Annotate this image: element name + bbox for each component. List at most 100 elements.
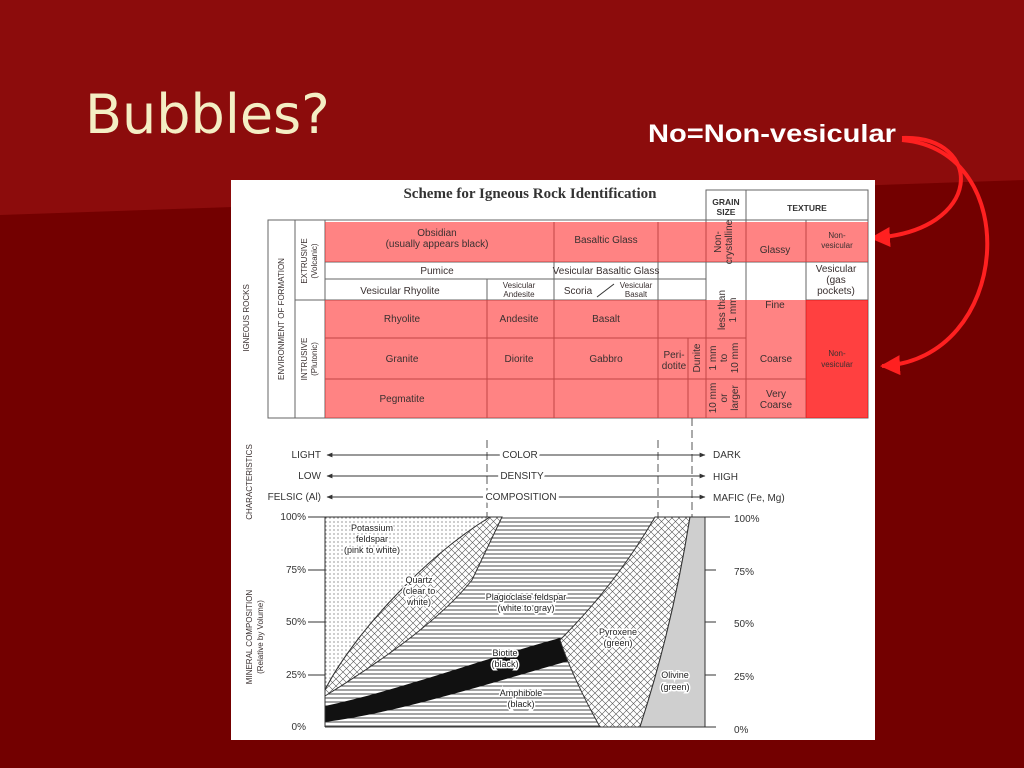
mineral-area (325, 638, 572, 722)
side-label: (Plutonic) (310, 342, 319, 376)
mineral-label: (black) (491, 659, 518, 669)
rock-name: Pegmatite (379, 394, 424, 405)
header: GRAIN (712, 197, 739, 207)
rock-name: Andesite (503, 290, 535, 299)
characteristics: MAFIC (Fe, Mg) (713, 493, 785, 504)
grain-size: 1 mm (728, 298, 739, 323)
texture: Very (766, 389, 786, 400)
mineral-label: (white to gray) (497, 603, 554, 613)
texture: (gas (826, 275, 845, 286)
rock-name: Vesicular Rhyolite (360, 286, 440, 297)
rock-name: Basaltic Glass (574, 235, 637, 246)
characteristics: HIGH (713, 472, 738, 483)
characteristics: CHARACTERISTICS LIGHT COLOR DARK LOW DEN… (245, 418, 785, 520)
rock-name: Gabbro (589, 354, 623, 365)
rock-name: Basalt (592, 314, 620, 325)
side-label: INTRUSIVE (300, 338, 309, 381)
mineral-label: (green) (603, 638, 632, 648)
grain-size: Non- (713, 231, 724, 253)
rock-name: Diorite (505, 354, 534, 365)
axis-label: (Relative by Volume) (256, 600, 265, 674)
side-label: (Volcanic) (310, 243, 319, 278)
scale-label: 50% (286, 617, 306, 628)
grain-size: 10 mm (708, 383, 719, 414)
scale-label: 25% (286, 670, 306, 681)
scheme-title: Scheme for Igneous Rock Identification (403, 186, 657, 202)
mineral-label: Biotite (492, 648, 517, 658)
characteristics: LOW (298, 471, 321, 482)
annotation-arrow (870, 135, 990, 376)
characteristics: DENSITY (500, 471, 544, 482)
rock-name: Rhyolite (384, 314, 421, 325)
header: SIZE (717, 207, 736, 217)
mineral-label: Plagioclase feldspar (486, 592, 567, 602)
mineral-label: Quartz (405, 575, 433, 585)
texture: Fine (765, 300, 785, 311)
grain-size: larger (730, 385, 741, 411)
scale-label: 100% 75% 50% 25% 0% 100% 75% 50% 25% 0% (280, 512, 759, 736)
header: TEXTURE (787, 203, 827, 213)
axis-label: MINERAL COMPOSITION (245, 590, 254, 685)
characteristics: DARK (713, 450, 741, 461)
mineral-label: Potassium (351, 523, 393, 533)
grain-size: crystalline (724, 219, 735, 264)
rock-name: Vesicular Basaltic Glass (553, 266, 660, 277)
scale-tick (308, 516, 730, 728)
mineral-label: white) (406, 597, 431, 607)
highlight (325, 300, 806, 418)
annotation-arrow (880, 138, 990, 376)
grain-size: to (719, 353, 730, 362)
texture: Non- (828, 349, 846, 358)
grain-size: 10 mm (730, 343, 741, 374)
grain-size: or (719, 393, 730, 403)
rock-name: Vesicular (503, 281, 536, 290)
characteristics: FELSIC (Al) (268, 492, 321, 503)
characteristics: LIGHT COLOR DARK LOW DENSITY HIGH FELSIC… (268, 447, 785, 506)
highlight (806, 300, 868, 418)
mineral-label: (pink to white) (344, 545, 400, 555)
grain-size: 1 mm (708, 346, 719, 371)
texture: vesicular (821, 241, 853, 250)
rock-name: Obsidian (usually appears black) Basalti… (360, 228, 703, 405)
mineral-label: Potassium feldspar (pink to white) Quart… (342, 522, 691, 711)
rock-name: Obsidian (417, 228, 456, 239)
characteristics: COLOR (502, 450, 538, 461)
annotation: No=Non-vesicular (648, 120, 896, 148)
scale-label: 50% (734, 619, 754, 630)
mineral-label: (black) (507, 699, 534, 709)
highlight (325, 222, 868, 262)
texture: pockets) (817, 286, 855, 297)
scale-label: 100% (734, 514, 760, 525)
rock-name: Scoria (564, 286, 593, 297)
characteristics: CHARACTERISTICS (245, 444, 254, 520)
characteristics: LIGHT (292, 450, 321, 461)
scale-label: 100% (280, 512, 306, 523)
mineral-area (324, 516, 706, 728)
side-label: ENVIRONMENT OF FORMATION (277, 258, 286, 380)
mineral-label: Olivine (661, 670, 689, 680)
mineral-label: feldspar (356, 534, 388, 544)
mineral-label: (green) (660, 682, 689, 692)
rock-name: Pumice (420, 266, 454, 277)
rock-name: Dunite (692, 343, 703, 372)
rock-name: Basalt (625, 290, 648, 299)
rock-name: (usually appears black) (386, 239, 489, 250)
texture: Vesicular (816, 264, 857, 275)
scale-label: 75% (286, 565, 306, 576)
side-label: IGNEOUS ROCKS (242, 284, 251, 352)
rock-name: dotite (662, 361, 687, 372)
highlight (325, 222, 868, 418)
rock-name: Peri- (663, 350, 684, 361)
mineral-label: Pyroxene (599, 627, 637, 637)
annotation-arrow (870, 135, 963, 248)
rock-name: Granite (386, 354, 419, 365)
texture: Coarse (760, 354, 793, 365)
scheme-figure: Scheme for Igneous Rock Identification G… (231, 180, 875, 740)
texture: Non- (828, 231, 846, 240)
grain-size: Non- crystalline less than 1 mm 1 mm to … (708, 219, 741, 413)
texture: vesicular (821, 360, 853, 369)
scale-label: 0% (292, 722, 307, 733)
side-label: EXTRUSIVE (300, 238, 309, 283)
